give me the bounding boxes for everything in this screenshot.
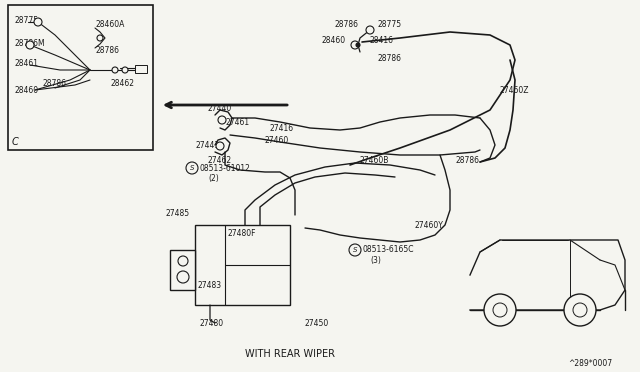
Bar [8,5,153,150]
Text: S: S [189,165,195,171]
Text: 27460B: 27460B [360,155,389,164]
Text: 27462: 27462 [208,155,232,164]
Circle shape [122,67,128,73]
Bar [170,250,195,290]
Text: 28775: 28775 [14,16,38,25]
Text: 28460: 28460 [14,86,38,94]
Text: (3): (3) [370,257,381,266]
Circle shape [216,142,224,150]
Text: 08513-6165C: 08513-6165C [363,246,415,254]
Text: 28786: 28786 [378,54,402,62]
Text: ^289*0007: ^289*0007 [568,359,612,369]
Bar [195,225,290,305]
Text: 27440: 27440 [207,103,231,112]
Text: 28775: 28775 [378,19,402,29]
Text: (2): (2) [208,173,219,183]
Circle shape [186,162,198,174]
Text: WITH REAR WIPER: WITH REAR WIPER [245,349,335,359]
Text: C: C [12,137,19,147]
Circle shape [177,271,189,283]
Circle shape [178,256,188,266]
Text: S: S [353,247,357,253]
Text: 27461: 27461 [225,118,249,126]
Bar [135,65,147,73]
Circle shape [34,18,42,26]
Text: 28786: 28786 [42,78,66,87]
Circle shape [366,26,374,34]
Circle shape [573,303,587,317]
Text: 27485: 27485 [165,208,189,218]
Circle shape [97,35,103,41]
Text: 27480F: 27480F [227,228,255,237]
Circle shape [349,244,361,256]
Circle shape [218,116,226,124]
Text: 28786: 28786 [335,19,359,29]
Circle shape [112,67,118,73]
Text: 28462: 28462 [110,78,134,87]
Text: 27480: 27480 [200,318,224,327]
Text: 28786: 28786 [456,155,480,164]
Text: 27460Y: 27460Y [415,221,444,230]
Circle shape [493,303,507,317]
Circle shape [26,41,34,49]
Text: 28460A: 28460A [95,19,124,29]
Text: 08513-61012: 08513-61012 [200,164,251,173]
Text: 28460: 28460 [322,35,346,45]
Text: 27416: 27416 [270,124,294,132]
Text: 28786: 28786 [95,45,119,55]
Circle shape [351,41,359,49]
Text: 27460: 27460 [265,135,289,144]
Text: 28786M: 28786M [14,38,45,48]
Text: 28461: 28461 [14,58,38,67]
Text: 27450: 27450 [305,318,329,327]
Circle shape [484,294,516,326]
Circle shape [356,43,360,47]
Text: 27483: 27483 [197,280,221,289]
Circle shape [564,294,596,326]
Text: 28416: 28416 [370,35,394,45]
Text: 27441: 27441 [196,141,220,150]
Text: 27460Z: 27460Z [500,86,529,94]
